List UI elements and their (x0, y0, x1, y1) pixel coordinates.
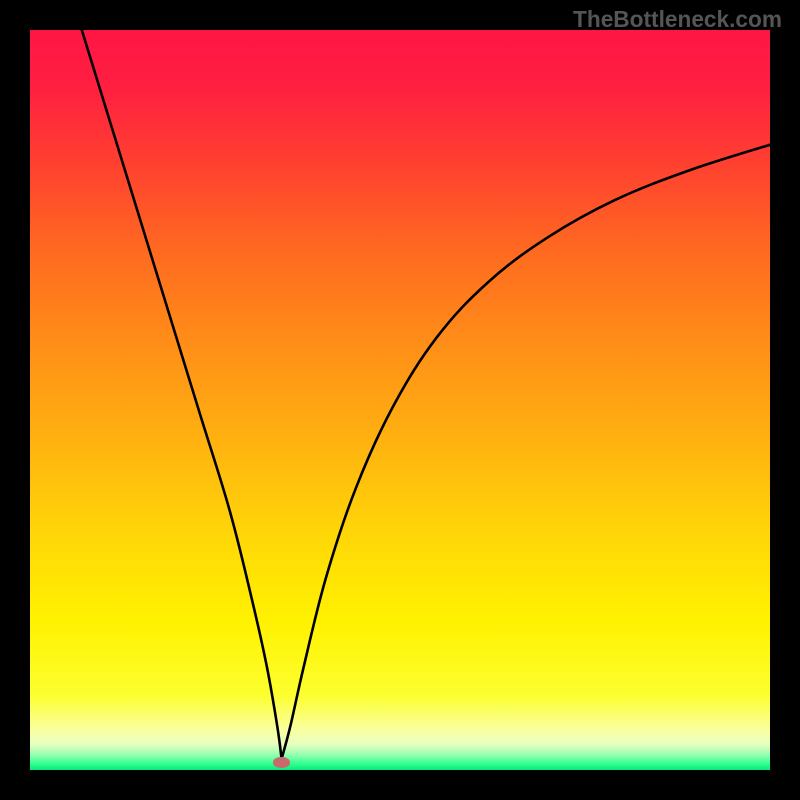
watermark-text: TheBottleneck.com (573, 6, 782, 33)
optimum-marker (273, 757, 289, 767)
chart-frame: TheBottleneck.com (0, 0, 800, 800)
plot-area (30, 30, 770, 770)
curve-layer (30, 30, 770, 770)
bottleneck-curve (82, 30, 770, 759)
